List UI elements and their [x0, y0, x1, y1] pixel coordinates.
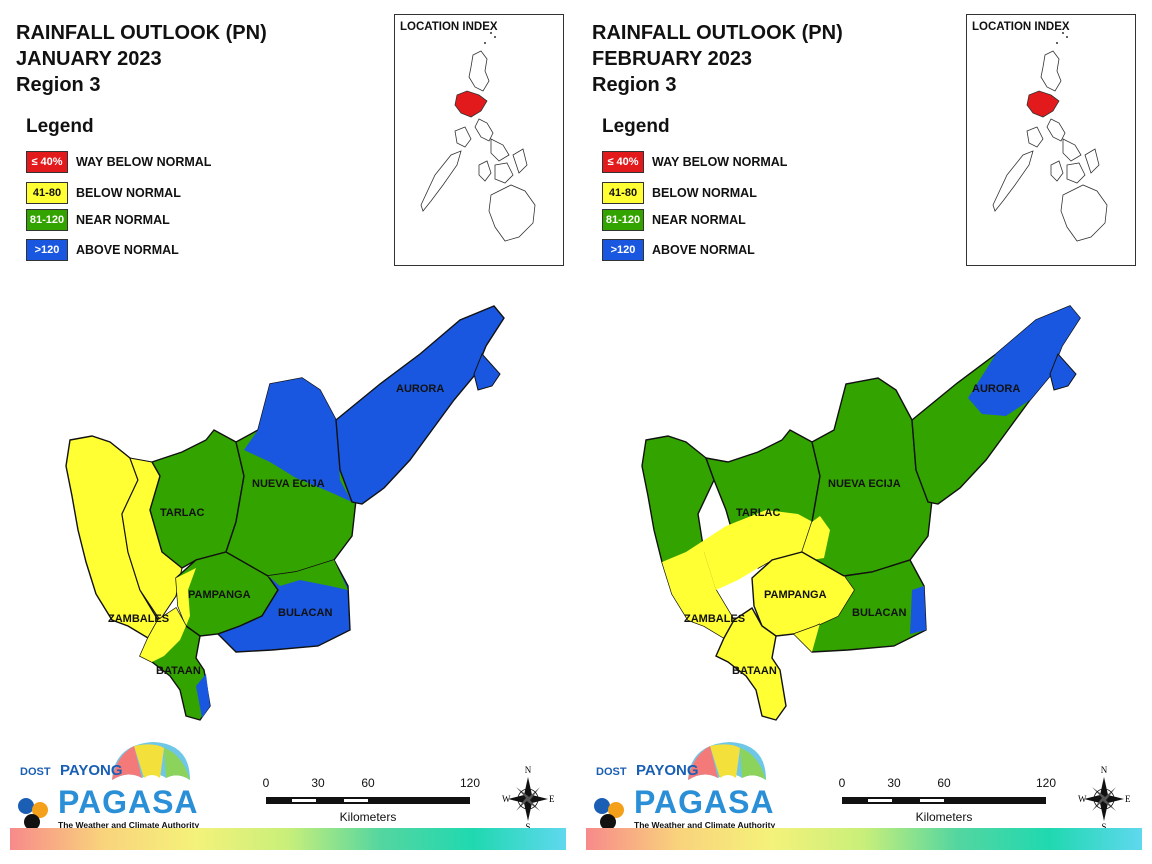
logo-payong: PAYONG [636, 762, 699, 779]
label-bataan: BATAAN [732, 665, 777, 677]
legend-swatch: ≤ 40% [602, 151, 644, 173]
scale-tick: 30 [887, 776, 901, 790]
title-line-3: Region 3 [16, 74, 101, 96]
compass-w: W [1078, 794, 1087, 804]
location-index-inset: LOCATION INDEX [966, 14, 1136, 266]
region3-rainfall-map: AURORA NUEVA ECIJA TARLAC PAMPANGA BULAC… [641, 305, 1081, 721]
legend-label: BELOW NORMAL [76, 186, 181, 200]
umbrella-icon [18, 742, 190, 830]
scale-unit: Kilometers [915, 810, 973, 824]
label-nueva-ecija: NUEVA ECIJA [828, 478, 901, 490]
philippines-outline-map [420, 32, 536, 242]
logo-pagasa: PAGASA [58, 784, 199, 820]
scale-bar: 0 30 60 120 Kilometers [262, 776, 492, 826]
scale-bar-graphic [266, 797, 470, 804]
compass-n: N [1101, 766, 1108, 775]
label-tarlac: TARLAC [160, 507, 204, 519]
legend-item-near: 81-120 NEAR NORMAL [602, 208, 746, 232]
philippines-outline-map [992, 32, 1108, 242]
scale-tick: 60 [937, 776, 951, 790]
label-tarlac: TARLAC [736, 507, 780, 519]
legend-swatch: 41-80 [26, 182, 68, 204]
label-bataan: BATAAN [156, 665, 201, 677]
title-line-3: Region 3 [592, 74, 677, 96]
legend-swatch: >120 [26, 239, 68, 261]
scale-tick: 0 [838, 776, 846, 790]
pagasa-logo: DOST PAYONG PAGASA The Weather and Clima… [590, 740, 775, 836]
legend-item-way-below: ≤ 40% WAY BELOW NORMAL [602, 150, 787, 174]
title-line-1: RAINFALL OUTLOOK (PN) [592, 22, 843, 44]
scale-tick: 120 [1035, 776, 1057, 790]
legend-item-near: 81-120 NEAR NORMAL [26, 208, 170, 232]
scale-bar-graphic [842, 797, 1046, 804]
compass-rose-icon: N S W E [500, 765, 556, 832]
logo-dost: DOST [596, 766, 627, 778]
compass-s: S [525, 822, 530, 832]
legend-item-below: 41-80 BELOW NORMAL [26, 181, 181, 205]
scale-tick: 120 [459, 776, 481, 790]
legend-item-below: 41-80 BELOW NORMAL [602, 181, 757, 205]
label-bulacan: BULACAN [852, 607, 906, 619]
title-line-2: FEBRUARY 2023 [592, 48, 753, 70]
legend-title: Legend [602, 116, 670, 137]
label-aurora: AURORA [396, 383, 444, 395]
legend-label: ABOVE NORMAL [652, 243, 755, 257]
label-bulacan: BULACAN [278, 607, 332, 619]
compass-e: E [1125, 794, 1131, 804]
decorative-gradient-bar [586, 828, 1142, 850]
map-title: RAINFALL OUTLOOK (PN) FEBRUARY 2023 Regi… [592, 20, 843, 98]
legend-swatch: 81-120 [26, 209, 68, 231]
region3-rainfall-map: AURORA NUEVA ECIJA TARLAC PAMPANGA BULAC… [65, 305, 505, 721]
legend-swatch: 41-80 [602, 182, 644, 204]
label-pampanga: PAMPANGA [188, 589, 251, 601]
label-aurora: AURORA [972, 383, 1020, 395]
legend-swatch: ≤ 40% [26, 151, 68, 173]
title-line-1: RAINFALL OUTLOOK (PN) [16, 22, 267, 44]
map-title: RAINFALL OUTLOOK (PN) JANUARY 2023 Regio… [16, 20, 267, 98]
logo-tagline: The Weather and Climate Authority [58, 820, 200, 830]
compass-n: N [525, 766, 532, 775]
scale-tick: 0 [262, 776, 270, 790]
legend-title: Legend [26, 116, 94, 137]
label-nueva-ecija: NUEVA ECIJA [252, 478, 325, 490]
umbrella-icon [594, 742, 766, 830]
decorative-gradient-bar [10, 828, 566, 850]
label-zambales: ZAMBALES [684, 613, 745, 625]
panel-february: RAINFALL OUTLOOK (PN) FEBRUARY 2023 Regi… [576, 0, 1152, 864]
label-zambales: ZAMBALES [108, 613, 169, 625]
legend-label: WAY BELOW NORMAL [76, 155, 212, 169]
logo-dost: DOST [20, 766, 51, 778]
scale-tick: 30 [311, 776, 325, 790]
legend-item-above: >120 ABOVE NORMAL [26, 238, 179, 262]
legend-label: WAY BELOW NORMAL [652, 155, 788, 169]
pagasa-logo: DOST PAYONG PAGASA The Weather and Clima… [14, 740, 199, 836]
legend-label: BELOW NORMAL [652, 186, 757, 200]
legend-label: NEAR NORMAL [652, 213, 746, 227]
legend-item-way-below: ≤ 40% WAY BELOW NORMAL [26, 150, 211, 174]
logo-pagasa: PAGASA [634, 784, 775, 820]
compass-e: E [549, 794, 555, 804]
legend-swatch: >120 [602, 239, 644, 261]
compass-w: W [502, 794, 511, 804]
location-index-inset: LOCATION INDEX [394, 14, 564, 266]
logo-tagline: The Weather and Climate Authority [634, 820, 776, 830]
scale-bar: 0 30 60 120 Kilometers [838, 776, 1068, 826]
title-line-2: JANUARY 2023 [16, 48, 162, 70]
legend-item-above: >120 ABOVE NORMAL [602, 238, 755, 262]
logo-payong: PAYONG [60, 762, 123, 779]
panel-january: RAINFALL OUTLOOK (PN) JANUARY 2023 Regio… [10, 14, 566, 850]
legend-label: NEAR NORMAL [76, 213, 170, 227]
compass-rose-icon: N S W E [1076, 765, 1132, 832]
label-pampanga: PAMPANGA [764, 589, 827, 601]
legend-swatch: 81-120 [602, 209, 644, 231]
scale-tick: 60 [361, 776, 375, 790]
location-index-title: LOCATION INDEX [400, 21, 498, 33]
compass-s: S [1101, 822, 1106, 832]
location-index-title: LOCATION INDEX [972, 21, 1070, 33]
scale-unit: Kilometers [339, 810, 397, 824]
legend-label: ABOVE NORMAL [76, 243, 179, 257]
